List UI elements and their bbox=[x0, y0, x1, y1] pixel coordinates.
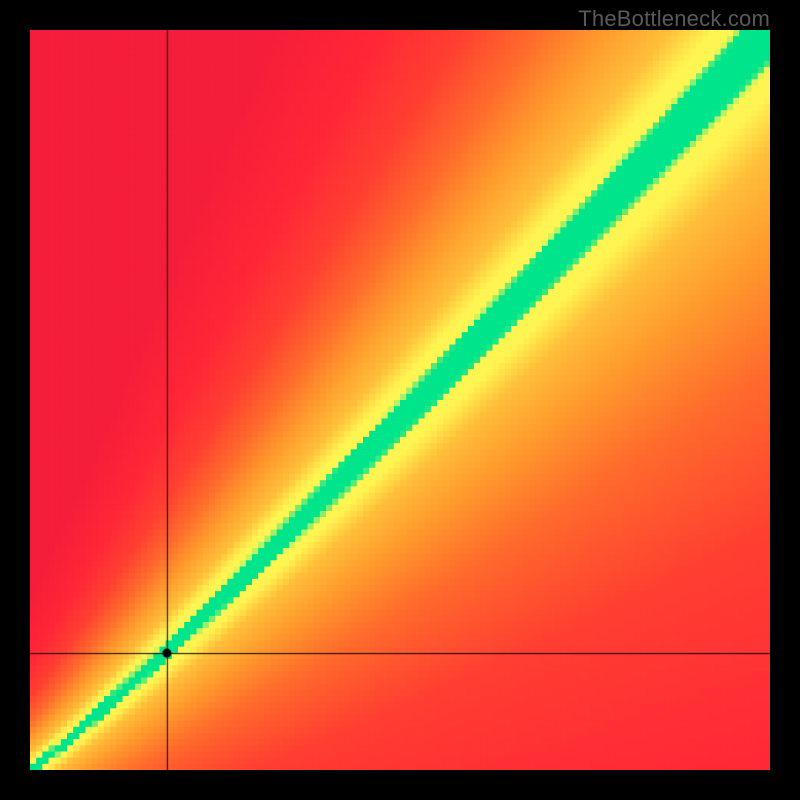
crosshair-overlay bbox=[30, 30, 770, 770]
watermark-text: TheBottleneck.com bbox=[578, 6, 770, 32]
chart-container: TheBottleneck.com bbox=[0, 0, 800, 800]
